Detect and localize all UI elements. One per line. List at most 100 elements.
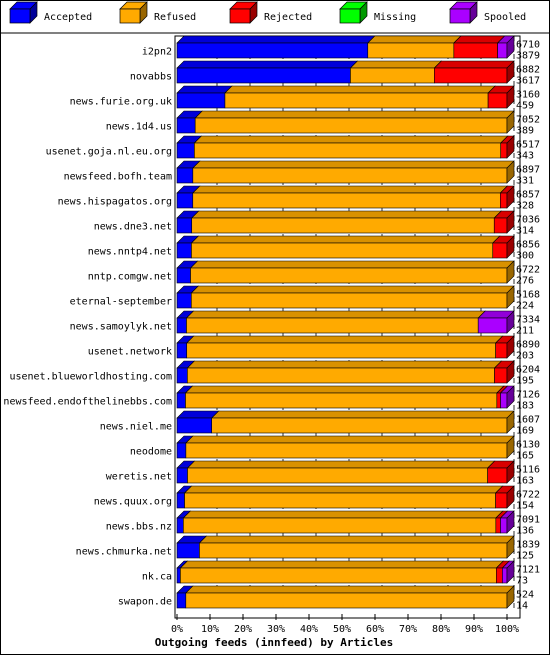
value-label-accepted: 203 [516,351,534,362]
bar-segment [187,467,488,484]
bar-side [506,560,515,584]
value-label-accepted: 3617 [516,76,540,87]
bar-side [506,435,515,459]
category-label: nntp.comgw.net [88,272,172,283]
bar-segment-top [185,435,515,444]
bar-side [506,60,515,84]
value-label-total: 5168 [516,290,540,301]
bar-segment [176,317,187,334]
category-label: eternal-september [70,297,172,308]
value-label-accepted: 14 [516,601,528,612]
value-label-accepted: 276 [516,276,534,287]
bar-segment [176,492,185,509]
category-label: news.dne3.net [94,222,172,233]
bar-segment-top [185,335,504,344]
value-label-total: 6856 [516,240,540,251]
bar-segment [176,242,192,259]
value-label-total: 6130 [516,440,540,451]
value-label-total: 524 [516,590,534,601]
bar-segment [176,142,195,159]
bar-side [506,485,515,509]
category-label: novabbs [130,72,172,83]
bar-segment-top [433,60,515,69]
category-label: news.nntp4.net [88,247,172,258]
category-label: news.chmurka.net [76,547,172,558]
bar-segment [176,517,184,534]
value-label-total: 7052 [516,115,540,126]
category-label: newsfeed.bofh.team [64,172,172,183]
legend-swatch [9,8,31,24]
bar-segment-top [186,460,496,469]
value-label-accepted: 195 [516,376,534,387]
value-label-total: 6857 [516,190,540,201]
value-label-total: 6882 [516,65,540,76]
bar-side [506,160,515,184]
value-label-total: 6890 [516,340,540,351]
bar-segment [190,267,508,284]
legend-label: Rejected [264,12,312,23]
value-label-total: 6722 [516,490,540,501]
bar-segment-top [194,110,515,119]
category-label: news.hispagatos.org [58,197,172,208]
x-tick-label: 40% [300,624,318,635]
bar-segment-top [192,160,515,169]
bar-segment [176,92,226,109]
bar-segment [224,92,489,109]
category-label: weretis.net [106,472,172,483]
category-label: news.samoylyk.net [70,322,172,333]
bar-segment-top [183,485,504,494]
value-label-accepted: 183 [516,401,534,412]
bar-segment [192,192,501,209]
category-label: swapon.de [118,597,172,608]
x-tick-label: 70% [399,624,417,635]
x-tick-label: 100% [495,624,519,635]
bar-segment-top [198,535,515,544]
bar-segment [176,367,188,384]
bar-side [506,460,515,484]
bar-side [506,110,515,134]
value-label-total: 1839 [516,540,540,551]
bar-segment [176,292,192,309]
legend-swatch [449,8,471,24]
legend-swatch [119,8,141,24]
bar-segment [211,417,508,434]
bar-segment-top [185,310,486,319]
bar-side [506,510,515,534]
category-label: nk.ca [142,572,172,583]
bar-segment-top [192,185,509,194]
bar-side [506,335,515,359]
category-label: news.bbs.nz [106,522,172,533]
bar-segment [176,267,191,284]
bars: i2pn267103879novabbs68823617news.furie.o… [3,35,540,612]
bar-segment [350,67,435,84]
bar-segment-top [224,85,496,94]
value-label-total: 7036 [516,215,540,226]
value-label-accepted: 343 [516,151,534,162]
value-label-total: 1607 [516,415,540,426]
value-label-total: 6517 [516,140,540,151]
bar-segment [497,42,508,59]
bar-segment [176,592,187,609]
x-tick-label: 30% [267,624,285,635]
category-label: news.furie.org.uk [70,97,172,108]
axes: 0% 10% 20% 30% 40% 50% 60% 70% 80% 90% 100% [171,614,519,635]
bar-segment [453,42,498,59]
value-label-accepted: 459 [516,101,534,112]
bar-segment [185,392,498,409]
bar-segment [495,342,508,359]
bar-segment [186,342,496,359]
x-tick-label: 50% [333,624,351,635]
x-axis-title: Outgoing feeds (innfeed) by Articles [155,636,393,649]
value-label-total: 7091 [516,515,540,526]
bar-segment-top [367,35,462,44]
